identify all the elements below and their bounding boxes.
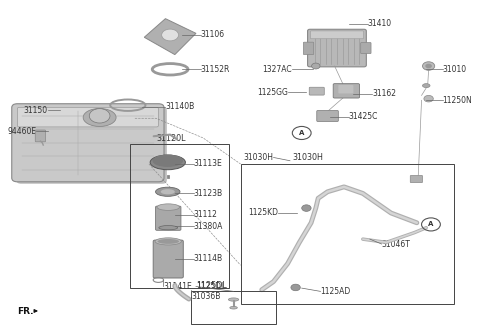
Ellipse shape — [153, 154, 183, 167]
Text: 31030H: 31030H — [243, 153, 274, 162]
Text: 31425C: 31425C — [348, 112, 378, 121]
FancyBboxPatch shape — [156, 206, 181, 230]
Text: 31112: 31112 — [193, 210, 217, 219]
FancyBboxPatch shape — [303, 42, 314, 54]
Ellipse shape — [155, 238, 181, 245]
FancyBboxPatch shape — [338, 85, 353, 93]
Text: 1125KD: 1125KD — [248, 209, 278, 217]
Ellipse shape — [159, 226, 178, 230]
Circle shape — [422, 62, 435, 70]
Text: 31380A: 31380A — [193, 221, 223, 231]
Ellipse shape — [157, 204, 180, 210]
Text: 1125GG: 1125GG — [257, 88, 288, 97]
Text: A: A — [299, 130, 304, 136]
Ellipse shape — [161, 189, 175, 195]
Text: FR.: FR. — [17, 307, 34, 316]
Ellipse shape — [83, 109, 116, 126]
Circle shape — [89, 109, 110, 123]
Text: 31030H: 31030H — [292, 154, 323, 162]
Text: 1125DL: 1125DL — [196, 282, 225, 291]
Text: 31141E: 31141E — [163, 282, 192, 291]
FancyBboxPatch shape — [35, 130, 46, 142]
Text: 31410: 31410 — [368, 19, 392, 28]
Text: 31120L: 31120L — [156, 134, 186, 143]
Text: 31123B: 31123B — [193, 189, 223, 198]
Bar — [191, 291, 276, 324]
Text: 31106: 31106 — [201, 31, 225, 39]
Bar — [240, 164, 455, 304]
Text: 1125DL: 1125DL — [196, 281, 227, 290]
FancyBboxPatch shape — [317, 111, 338, 122]
Text: 31150: 31150 — [24, 106, 48, 114]
FancyBboxPatch shape — [12, 104, 164, 182]
Text: 31114B: 31114B — [193, 254, 223, 263]
Text: 31140B: 31140B — [166, 102, 195, 111]
Circle shape — [302, 205, 311, 211]
Text: 31113E: 31113E — [193, 159, 222, 169]
Text: 31152R: 31152R — [201, 65, 230, 74]
Ellipse shape — [157, 239, 179, 244]
Ellipse shape — [150, 155, 185, 170]
FancyBboxPatch shape — [309, 87, 324, 95]
FancyBboxPatch shape — [17, 107, 158, 127]
Text: 31046T: 31046T — [382, 239, 410, 249]
Text: 1327AC: 1327AC — [263, 65, 292, 74]
FancyBboxPatch shape — [153, 240, 183, 278]
Text: 94460E: 94460E — [7, 127, 36, 136]
FancyBboxPatch shape — [311, 31, 363, 39]
Bar — [130, 144, 229, 288]
Ellipse shape — [156, 187, 180, 196]
FancyBboxPatch shape — [16, 107, 167, 184]
Ellipse shape — [228, 298, 239, 301]
FancyBboxPatch shape — [410, 175, 422, 183]
Circle shape — [424, 95, 433, 102]
Circle shape — [312, 63, 320, 69]
Text: A: A — [428, 221, 433, 227]
Text: 11250N: 11250N — [443, 96, 472, 105]
Text: 1125AD: 1125AD — [321, 287, 351, 296]
Text: 31162: 31162 — [372, 89, 396, 98]
PathPatch shape — [144, 19, 196, 54]
FancyBboxPatch shape — [333, 84, 360, 98]
FancyBboxPatch shape — [308, 29, 366, 67]
Text: 31036B: 31036B — [191, 292, 221, 301]
FancyBboxPatch shape — [360, 43, 371, 53]
Circle shape — [425, 64, 432, 68]
Ellipse shape — [422, 84, 430, 88]
Ellipse shape — [230, 306, 237, 309]
Circle shape — [291, 284, 300, 291]
Circle shape — [162, 29, 179, 41]
Text: 31010: 31010 — [443, 65, 467, 74]
